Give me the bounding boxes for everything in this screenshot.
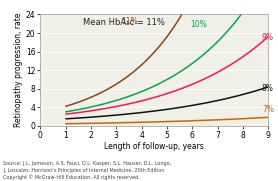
Text: 8%: 8% [262,84,274,93]
Y-axis label: Retinopathy progression, rate: Retinopathy progression, rate [14,13,23,127]
Text: 7%: 7% [262,105,274,114]
Text: 11%: 11% [121,17,138,26]
Text: Source: J.L. Jameson, A.S. Fauci, D.L. Kasper, S.L. Hauser, D.L. Longo,
J. Losca: Source: J.L. Jameson, A.S. Fauci, D.L. K… [3,161,171,180]
Text: Mean HbA₁c = 11%: Mean HbA₁c = 11% [83,18,165,27]
X-axis label: Length of follow-up, years: Length of follow-up, years [105,142,204,151]
Text: 10%: 10% [190,20,207,29]
Text: 9%: 9% [262,33,274,42]
